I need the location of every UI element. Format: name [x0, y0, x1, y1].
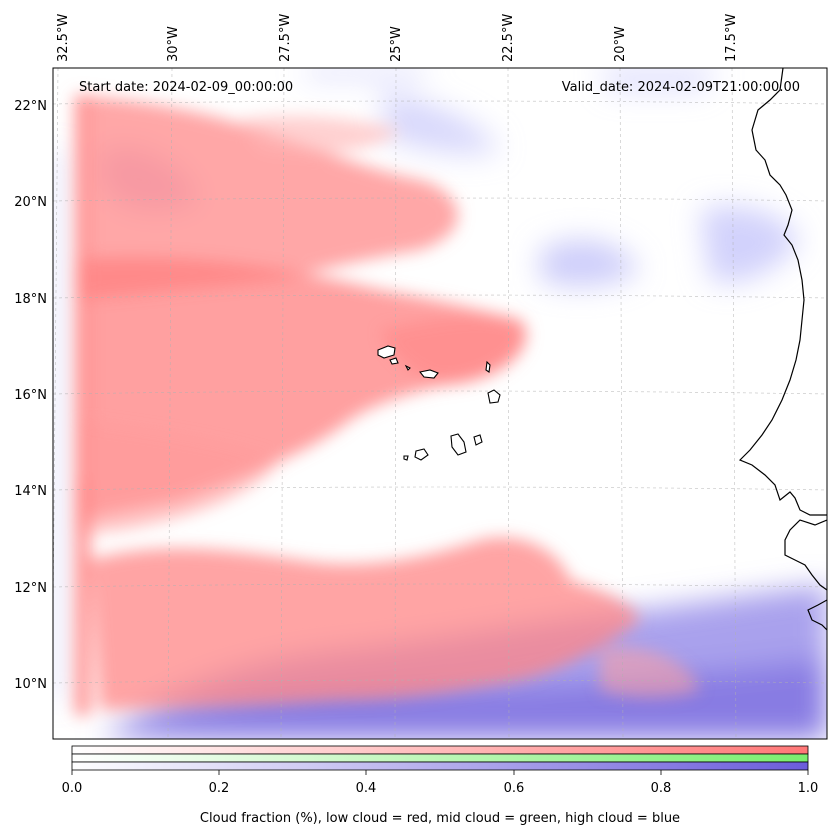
colorbar-tick-label: 0.2	[209, 781, 230, 796]
lat-label: 10°N	[14, 677, 47, 692]
colorbar-mid	[71, 753, 809, 763]
colorbar-label: Cloud fraction (%), low cloud = red, mid…	[200, 811, 680, 826]
lon-label: 17.5°W	[724, 14, 739, 62]
coastline-south	[784, 519, 827, 591]
lon-label: 27.5°W	[278, 14, 293, 62]
lon-labels: 32.5°W 30°W 27.5°W 25°W 22.5°W 20°W 17.5…	[56, 14, 739, 62]
lon-label: 32.5°W	[56, 14, 71, 62]
colorbar-high	[71, 761, 809, 771]
lat-label: 16°N	[14, 388, 47, 403]
lon-label: 30°W	[166, 26, 181, 62]
colorbar-tick-label: 0.0	[62, 781, 83, 796]
colorbar-ticks	[71, 770, 809, 775]
lat-label: 14°N	[14, 484, 47, 499]
lat-label: 12°N	[14, 581, 47, 596]
colorbar-tick-label: 0.6	[504, 781, 525, 796]
graticule	[53, 68, 827, 739]
coastline-guinea	[807, 599, 827, 631]
colorbar-tick-label: 1.0	[798, 781, 819, 796]
colorbar-tick-label: 0.4	[356, 781, 377, 796]
colorbar-low	[71, 745, 809, 755]
lat-labels: 22°N 20°N 18°N 16°N 14°N 12°N 10°N	[14, 99, 47, 692]
lon-label: 25°W	[389, 26, 404, 62]
cape-verde-islands	[377, 345, 501, 461]
colorbar-tick-label: 0.8	[651, 781, 672, 796]
colorbar: 0.0 0.2 0.4 0.6 0.8 1.0 Cloud fraction (…	[62, 745, 819, 826]
map-frame	[52, 67, 828, 740]
cloud-field	[53, 68, 827, 739]
colorbar-tick-labels: 0.0 0.2 0.4 0.6 0.8 1.0	[62, 781, 819, 796]
lon-label: 22.5°W	[501, 14, 516, 62]
lat-label: 22°N	[14, 99, 47, 114]
lat-label: 18°N	[14, 292, 47, 307]
lon-label: 20°W	[613, 26, 628, 62]
lat-label: 20°N	[14, 195, 47, 210]
start-date-label: Start date: 2024-02-09_00:00:00	[79, 80, 293, 95]
valid-date-label: Valid_date: 2024-02-09T21:00:00.00	[562, 80, 800, 95]
coastline	[738, 68, 827, 516]
